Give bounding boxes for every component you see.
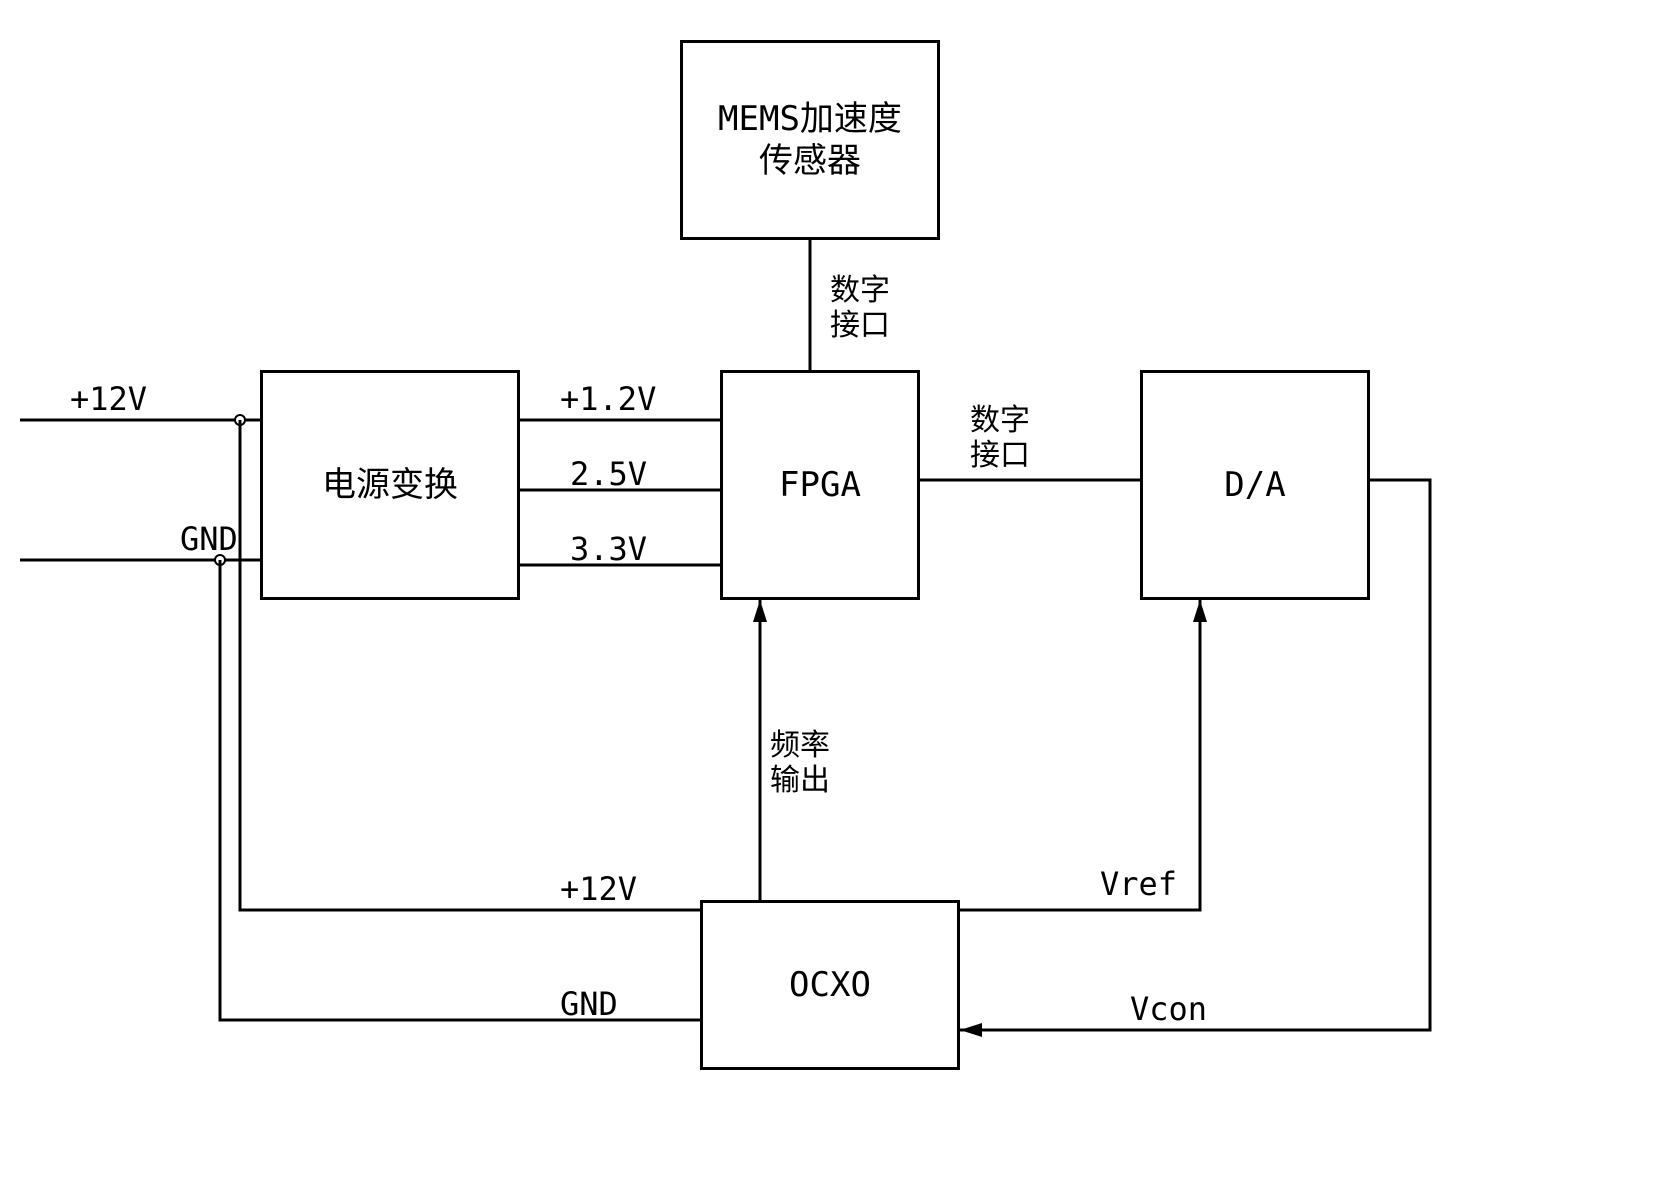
block-power-supply: 电源变换 xyxy=(260,370,520,600)
label-freq-out-b: 输出 xyxy=(770,755,830,799)
block-ocxo: OCXO xyxy=(700,900,960,1070)
block-ocxo-label: OCXO xyxy=(789,964,871,1007)
block-da-label: D/A xyxy=(1224,464,1285,507)
label-digital-if-2b: 接口 xyxy=(970,430,1030,474)
label-input-gnd: GND xyxy=(180,520,238,558)
block-fpga-label: FPGA xyxy=(779,464,861,507)
block-fpga: FPGA xyxy=(720,370,920,600)
label-vref: Vref xyxy=(1100,865,1177,903)
block-mems-label: MEMS加速度 传感器 xyxy=(718,98,902,183)
label-input-12v: +12V xyxy=(70,380,147,418)
diagram-canvas: MEMS加速度 传感器 电源变换 FPGA D/A OCXO +12V GND … xyxy=(0,0,1672,1186)
label-digital-if-1b: 接口 xyxy=(830,300,890,344)
label-rail-3v3: 3.3V xyxy=(570,530,647,568)
label-ocxo-12v: +12V xyxy=(560,870,637,908)
label-ocxo-gnd: GND xyxy=(560,985,618,1023)
label-rail-2v5: 2.5V xyxy=(570,455,647,493)
label-rail-1v2: +1.2V xyxy=(560,380,656,418)
label-vcon: Vcon xyxy=(1130,990,1207,1028)
block-dac: D/A xyxy=(1140,370,1370,600)
block-psu-label: 电源变换 xyxy=(322,464,458,507)
block-mems-sensor: MEMS加速度 传感器 xyxy=(680,40,940,240)
